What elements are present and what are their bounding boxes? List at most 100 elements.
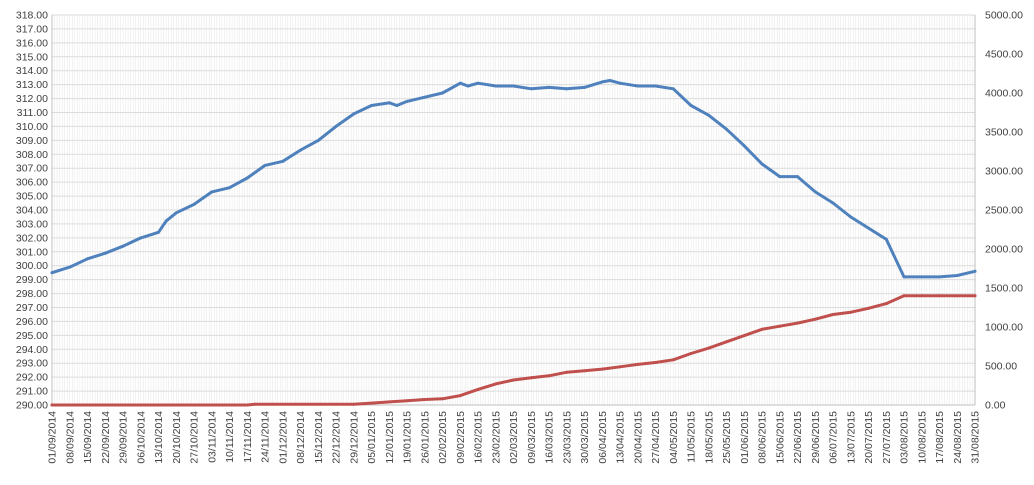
series-1-point bbox=[245, 176, 249, 180]
series bbox=[50, 79, 977, 407]
x-tick-label: 29/12/2014 bbox=[348, 411, 360, 464]
series-1-point bbox=[760, 162, 764, 166]
y-tick-label-left: 292.00 bbox=[16, 372, 48, 384]
x-tick-label: 13/04/2015 bbox=[615, 411, 627, 464]
series-1-point bbox=[466, 84, 470, 88]
series-1-point bbox=[707, 113, 711, 117]
y-tick-label-left: 317.00 bbox=[16, 23, 48, 35]
y-tick-label-left: 310.00 bbox=[16, 121, 48, 133]
y-tick-label-right: 500.00 bbox=[985, 361, 1017, 373]
series-2-point bbox=[654, 361, 657, 364]
series-1-point bbox=[494, 84, 498, 88]
series-2-point bbox=[867, 306, 870, 310]
series-1-point bbox=[849, 215, 853, 219]
y-tick-label-right: 2000.00 bbox=[985, 244, 1023, 256]
series-2-point bbox=[441, 397, 444, 401]
y-tick-label-left: 303.00 bbox=[16, 218, 48, 230]
x-tick-label: 27/04/2015 bbox=[650, 411, 662, 464]
x-tick-label: 22/09/2014 bbox=[100, 411, 112, 464]
series-2-point bbox=[245, 403, 249, 407]
series-1-point bbox=[529, 87, 533, 91]
series-1-point bbox=[228, 186, 231, 190]
series-1-point bbox=[86, 257, 89, 261]
series-2-point bbox=[955, 294, 959, 298]
series-2-point bbox=[405, 399, 409, 403]
series-2-point bbox=[494, 382, 498, 386]
series-2-point bbox=[253, 402, 257, 406]
y-tick-label-left: 299.00 bbox=[16, 274, 48, 286]
series-1-point bbox=[157, 230, 160, 234]
series-1-point bbox=[174, 211, 178, 215]
tick-labels: 290.00 291.00 292.00 293.00 294.00 295.00 296.… bbox=[16, 10, 1023, 464]
series-1-point bbox=[263, 163, 267, 167]
series-2-point bbox=[902, 294, 906, 298]
series-1-point bbox=[316, 138, 320, 142]
series-1-point bbox=[583, 85, 586, 89]
y-tick-label-left: 296.00 bbox=[16, 316, 48, 328]
series-2-point bbox=[529, 376, 533, 380]
series-2-point bbox=[973, 294, 977, 298]
series-1-point bbox=[192, 202, 196, 206]
series-1-point bbox=[334, 124, 338, 128]
series-1-point bbox=[689, 104, 693, 107]
series-1-point bbox=[725, 127, 728, 131]
series-2-point bbox=[849, 310, 853, 314]
series-1-point bbox=[512, 84, 515, 88]
series-1-point bbox=[938, 275, 941, 279]
x-tick-label: 16/03/2015 bbox=[544, 411, 556, 464]
x-tick-label: 17/08/2015 bbox=[934, 411, 946, 464]
series-1-point bbox=[458, 81, 462, 85]
series-2-point bbox=[742, 334, 746, 338]
series-1-point bbox=[370, 104, 373, 107]
gridlines bbox=[51, 14, 976, 406]
series-1-point bbox=[902, 275, 906, 279]
y-tick-label-left: 300.00 bbox=[16, 260, 48, 272]
series-1-point bbox=[441, 91, 444, 95]
x-tick-label: 20/04/2015 bbox=[632, 411, 644, 464]
y-tick-label-right: 3500.00 bbox=[985, 127, 1023, 139]
series-1-point bbox=[920, 275, 924, 279]
y-tick-label-left: 308.00 bbox=[16, 149, 48, 161]
x-tick-label: 10/11/2014 bbox=[224, 411, 236, 463]
x-tick-label: 02/03/2015 bbox=[508, 411, 520, 464]
x-tick-label: 22/06/2015 bbox=[792, 411, 804, 464]
y-tick-label-left: 313.00 bbox=[16, 79, 48, 91]
series-1-point bbox=[50, 271, 54, 275]
series-2-point bbox=[760, 327, 764, 331]
series-2-point bbox=[725, 340, 728, 344]
series-2-point bbox=[547, 374, 551, 378]
x-tick-label: 11/05/2015 bbox=[686, 411, 698, 463]
series-2-point bbox=[583, 369, 586, 373]
y-tick-label-left: 302.00 bbox=[16, 232, 48, 244]
series-1-point bbox=[813, 190, 817, 194]
series-2-point bbox=[920, 294, 924, 298]
x-tick-label: 08/06/2015 bbox=[757, 411, 769, 464]
series-2-point bbox=[512, 378, 515, 382]
x-tick-label: 13/10/2014 bbox=[153, 411, 165, 464]
series-1-point bbox=[955, 274, 959, 277]
series-2-point bbox=[636, 362, 640, 366]
series-1-point bbox=[608, 79, 612, 82]
series-1-point bbox=[671, 87, 675, 91]
x-tick-label: 09/02/2015 bbox=[455, 411, 467, 464]
x-tick-label: 23/03/2015 bbox=[561, 411, 573, 464]
series-2-point bbox=[689, 352, 693, 355]
x-tick-label: 15/06/2015 bbox=[774, 411, 786, 464]
series-2-point bbox=[458, 394, 462, 398]
series-1-point bbox=[884, 237, 888, 241]
x-tick-label: 30/03/2015 bbox=[579, 411, 591, 464]
series-1-point bbox=[973, 269, 977, 273]
series-1-point bbox=[600, 80, 604, 84]
series-2-point bbox=[387, 400, 391, 404]
series-2-point bbox=[671, 358, 675, 362]
x-tick-label: 22/12/2014 bbox=[331, 411, 343, 464]
x-tick-label: 13/07/2015 bbox=[845, 411, 857, 464]
series-2-point bbox=[938, 294, 941, 298]
series-1-point bbox=[405, 99, 409, 103]
x-tick-label: 18/05/2015 bbox=[703, 411, 715, 464]
y-tick-label-right: 5000.00 bbox=[985, 10, 1023, 22]
series-2-point bbox=[796, 321, 799, 325]
y-tick-label-right: 1000.00 bbox=[985, 322, 1023, 334]
x-tick-label: 02/02/2015 bbox=[437, 411, 449, 464]
